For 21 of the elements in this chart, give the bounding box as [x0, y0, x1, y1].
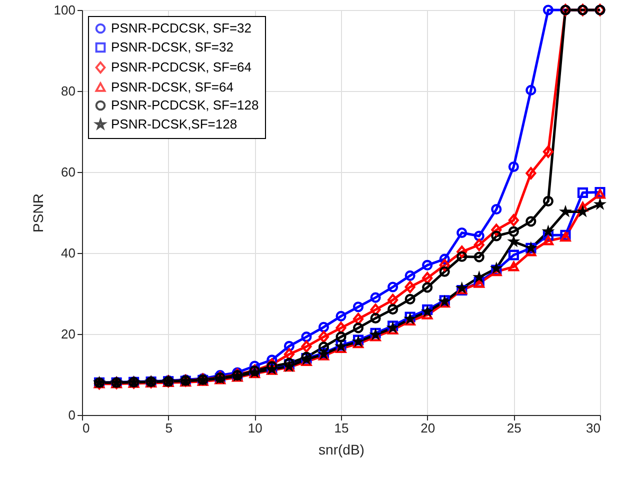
x-tick-label: 30 [586, 420, 600, 436]
x-tick-label: 5 [165, 420, 172, 436]
x-tick-label: 25 [506, 420, 522, 436]
x-tick-label: 0 [82, 420, 90, 436]
legend-label: PSNR-DCSK,SF=128 [111, 116, 238, 132]
y-tick-label: 20 [61, 326, 76, 342]
y-tick-label: 40 [61, 246, 76, 260]
y-tick-label: 60 [61, 164, 76, 180]
x-tick-label: 10 [248, 420, 262, 436]
legend-label: PSNR-PCDCSK, SF=32 [111, 20, 252, 36]
legend-label: PSNR-PCDCSK, SF=128 [111, 98, 259, 112]
x-tick-label: 15 [334, 420, 349, 436]
legend-label: PSNR-DCSK, SF=64 [111, 80, 234, 94]
y-axis-title: PSNR [30, 194, 46, 232]
legend-label: PSNR-PCDCSK, SF=64 [111, 60, 252, 74]
x-axis-title: snr(dB) [318, 442, 364, 458]
x-tick-label: 20 [420, 420, 436, 436]
y-tick-label: 0 [68, 408, 76, 422]
legend-label: PSNR-DCSK, SF=32 [111, 40, 234, 54]
y-tick-label: 80 [61, 84, 76, 98]
y-tick-label: 100 [54, 2, 76, 18]
